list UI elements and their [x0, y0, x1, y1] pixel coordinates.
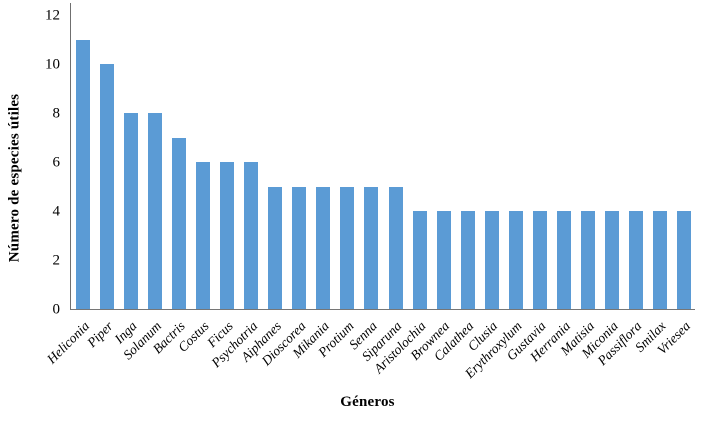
y-tick-label-10: 10 — [45, 56, 60, 73]
bar-senna — [364, 186, 379, 309]
bar-protium — [340, 186, 355, 309]
bar-calathea — [460, 211, 475, 309]
bar-psychotria — [244, 162, 259, 309]
bar-herrania — [556, 211, 571, 309]
x-tick-label-text: Heliconia — [43, 318, 92, 367]
bar-clusia — [484, 211, 499, 309]
y-tick-label-6: 6 — [52, 154, 61, 171]
bar-passiflora — [628, 211, 643, 309]
bar-smilax — [652, 211, 667, 309]
y-tick-label-4: 4 — [52, 203, 61, 220]
y-tick-label-2: 2 — [52, 252, 61, 269]
bar-aristolochia — [412, 211, 427, 309]
bar-siparuna — [388, 186, 403, 309]
bar-ficus — [220, 162, 235, 309]
y-tick-label-12: 12 — [45, 7, 60, 24]
x-axis-title: Géneros — [340, 394, 395, 410]
bar-mikania — [316, 186, 331, 309]
y-tick-label-0: 0 — [52, 301, 61, 318]
bar-piper — [100, 64, 115, 309]
bar-bactris — [172, 137, 187, 309]
y-axis-title: Número de especies útiles — [6, 93, 23, 263]
bar-solanum — [148, 113, 163, 309]
bar-costus — [196, 162, 211, 309]
y-tick-label-8: 8 — [52, 105, 61, 122]
bar-aiphanes — [268, 186, 283, 309]
plot-area — [70, 3, 695, 310]
bar-gustavia — [532, 211, 547, 309]
bar-dioscorea — [292, 186, 307, 309]
bar-miconia — [604, 211, 619, 309]
bar-brownea — [436, 211, 451, 309]
bar-inga — [124, 113, 139, 309]
bar-vriesea — [676, 211, 691, 309]
bar-heliconia — [76, 39, 91, 309]
bar-erythroxylum — [508, 211, 523, 309]
bar-matisia — [580, 211, 595, 309]
